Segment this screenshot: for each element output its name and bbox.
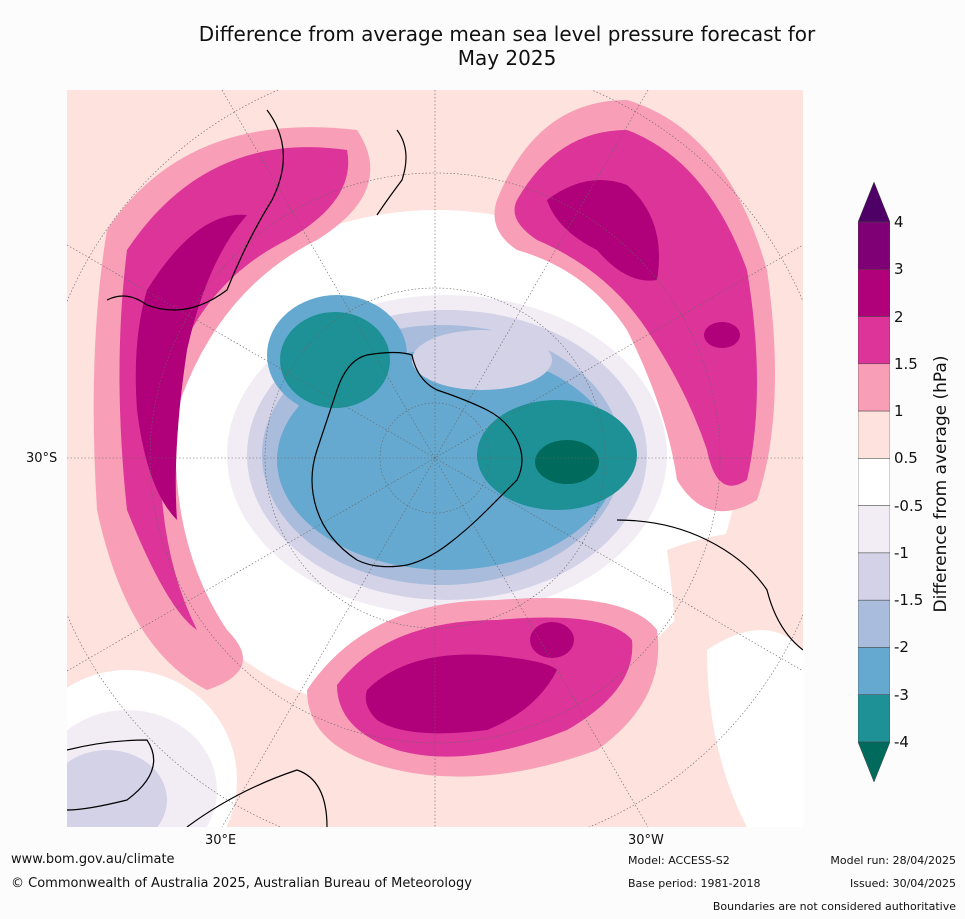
title-line-2: May 2025 [457,46,557,70]
base-period: Base period: 1981-2018 [628,877,761,890]
chart-title: Difference from average mean sea level p… [140,22,874,70]
latitude-circle-45s [149,172,721,744]
title-line-1: Difference from average mean sea level p… [198,22,816,46]
colorbar-band [858,694,890,743]
latitude-circle-60s [264,287,606,629]
coastlines [67,109,803,827]
colorbar-tick-label: 2 [894,307,904,326]
colorbar-band [858,410,890,459]
very-strong-negative-east [535,440,599,484]
colorbar-tick-label: -4 [894,733,909,751]
positive-spot-south-2 [530,622,574,658]
colorbar-band [858,741,890,782]
website-link[interactable]: www.bom.gov.au/climate [11,852,175,867]
graticule-label-30s: 30°S [26,451,58,466]
colorbar-tick-label: -0.5 [894,496,924,515]
positive-lobe-east-2 [547,180,659,281]
issued-date: Issued: 30/04/2025 [849,877,956,890]
colorbar-tick-label: -3 [894,685,909,704]
south-america-coast [616,519,803,651]
graticule [67,90,803,827]
positive-lobe-south-2 [365,654,557,734]
colorbar-band [858,599,890,648]
colorbar-bands [858,182,890,782]
africa-coast-south [186,769,328,827]
map-canvas [67,90,803,827]
positive-arc-west-2 [135,214,247,520]
copyright-text: © Commonwealth of Australia 2025, Austra… [11,876,472,891]
colorbar-band [858,505,890,554]
pressure-anomaly-map [67,90,803,827]
antarctica-coast [311,351,523,568]
colorbar-tick-label: 0.5 [894,449,918,468]
boundaries-disclaimer: Boundaries are not considered authoritat… [712,900,956,913]
colorbar-tick-label: -1 [894,543,909,562]
colorbar-tick-label: -2 [894,638,909,657]
graticule-label-30w: 30°W [628,833,664,848]
model-name: Model: ACCESS-S2 [628,854,730,867]
colorbar-label: Difference from average (hPa) [931,355,951,613]
model-run-date: Model run: 28/04/2025 [830,854,956,867]
colorbar-tick-label: -1.5 [894,591,924,610]
weak-patch-north [412,330,552,390]
colorbar-band [858,458,890,506]
colorbar-band [858,221,890,270]
colorbar-band [858,269,890,317]
neutral-area-southeast [707,630,803,827]
colorbar-tick-label: 1.5 [894,354,918,373]
colorbar-tick-label: 1 [894,402,904,421]
colorbar [858,182,890,782]
colorbar-band [858,647,890,695]
positive-spot-east-2 [704,322,740,348]
africa-coast-west [67,739,155,811]
colorbar-tick-label: 4 [894,213,904,231]
strong-negative-west [280,312,390,408]
colorbar-band [858,316,890,365]
graticule-label-30e: 30°E [205,833,237,848]
new-zealand-coast [376,129,407,216]
australia-coast [106,109,284,311]
colorbar-band [858,363,890,412]
colorbar-band [858,552,890,601]
colorbar-band [858,182,890,223]
colorbar-tick-label: 3 [894,260,904,279]
